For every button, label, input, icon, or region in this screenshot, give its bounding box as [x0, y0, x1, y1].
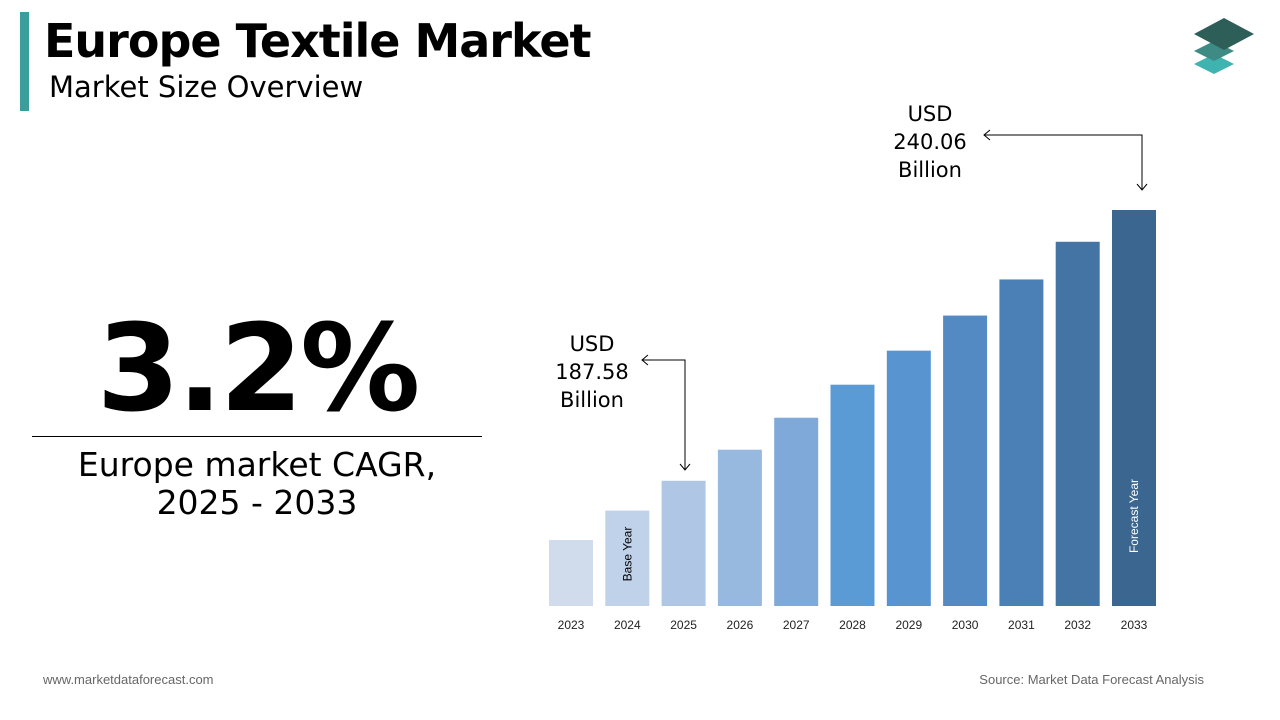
- start-annotation-line2: 187.58: [555, 360, 629, 384]
- bar-2032: [1055, 241, 1100, 607]
- bar-2031: [999, 279, 1044, 606]
- x-tick-label: 2025: [670, 618, 697, 632]
- start-arrow-head-left: [641, 354, 649, 366]
- page-title: Europe Textile Market: [44, 14, 592, 68]
- start-arrow-head-down: [679, 463, 691, 471]
- bar-2029: [886, 350, 931, 606]
- forecast-year-label: Forecast Year: [1127, 479, 1141, 553]
- x-tick-label: 2027: [783, 618, 810, 632]
- x-tick-label: 2029: [895, 618, 922, 632]
- start-annotation-line3: Billion: [560, 388, 624, 412]
- cagr-value: 3.2%: [96, 300, 421, 439]
- cagr-label: Europe market CAGR, 2025 - 2033: [32, 446, 482, 522]
- end-annotation-line1: USD: [907, 102, 953, 126]
- bar-2030: [943, 315, 988, 606]
- end-arrow-head-left: [983, 129, 991, 141]
- x-tick-label: 2026: [727, 618, 754, 632]
- bar-2024: [605, 510, 650, 606]
- x-tick-label: 2030: [952, 618, 979, 632]
- divider: [32, 436, 482, 437]
- end-arrow-head-down: [1136, 183, 1148, 191]
- bar-2023: [549, 540, 593, 606]
- page-subtitle: Market Size Overview: [49, 70, 364, 104]
- x-tick-label: 2033: [1121, 618, 1148, 632]
- bar-2025: [661, 480, 706, 606]
- bar-2033: [1112, 210, 1156, 606]
- title-accent-bar: [20, 12, 29, 111]
- x-tick-label: 2028: [839, 618, 866, 632]
- cagr-label-line2: 2025 - 2033: [156, 483, 358, 522]
- x-tick-label: 2024: [614, 618, 641, 632]
- stacked-layers-icon: [1194, 18, 1254, 74]
- x-tick-label: 2023: [558, 618, 585, 632]
- bar-2028: [830, 384, 875, 606]
- base-year-label: Base Year: [620, 527, 634, 582]
- end-annotation-line3: Billion: [898, 158, 962, 182]
- start-value-annotation: USD 187.58 Billion: [546, 330, 638, 414]
- start-arrow-line: [642, 359, 686, 470]
- source-footer: Source: Market Data Forecast Analysis: [979, 672, 1204, 687]
- bar-2026: [717, 449, 762, 606]
- end-arrow-line: [984, 134, 1143, 190]
- website-footer: www.marketdataforecast.com: [43, 672, 214, 687]
- x-tick-label: 2031: [1008, 618, 1035, 632]
- bar-2027: [774, 417, 819, 606]
- start-annotation-line1: USD: [569, 332, 615, 356]
- cagr-label-line1: Europe market CAGR,: [77, 445, 437, 484]
- end-annotation-line2: 240.06: [893, 130, 967, 154]
- end-value-annotation: USD 240.06 Billion: [884, 100, 976, 184]
- annotation-arrows: [641, 129, 1148, 471]
- x-tick-label: 2032: [1064, 618, 1091, 632]
